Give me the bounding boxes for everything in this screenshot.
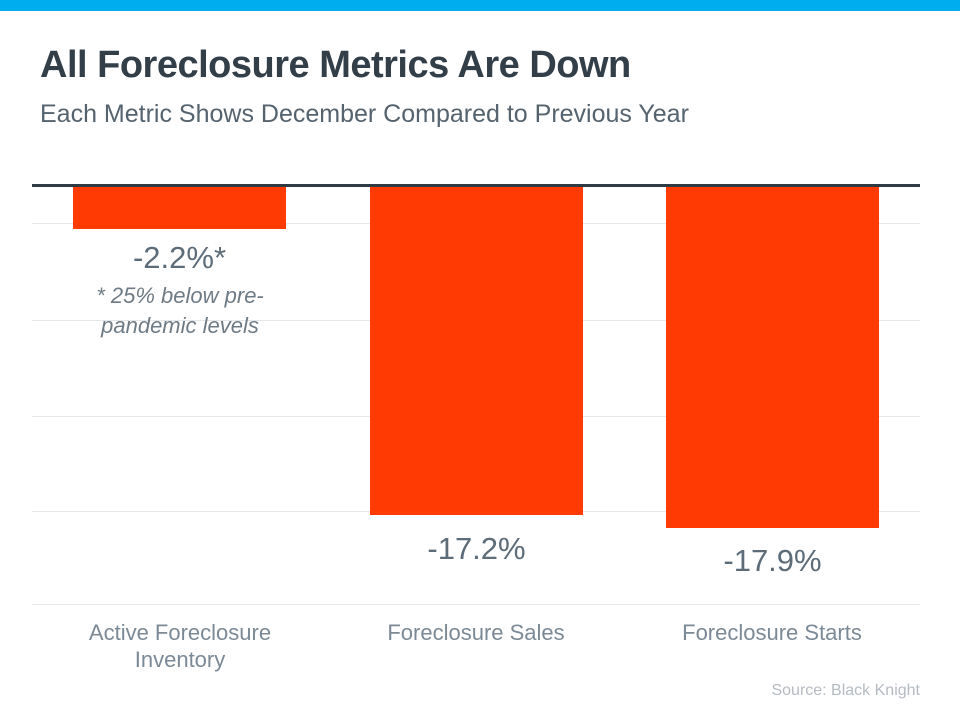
top-accent-bar [0,0,960,11]
annotation-pre-pandemic-note: * 25% below pre-pandemic levels [96,283,264,338]
bar-active-foreclosure-inventory [73,187,286,229]
value-label-foreclosure-sales: -17.2% [427,531,526,566]
gridline [32,604,920,605]
bar-foreclosure-sales [370,187,583,515]
value-label-active-foreclosure-inventory: -2.2%* [132,240,227,275]
page-subtitle: Each Metric Shows December Compared to P… [40,100,689,128]
source-attribution: Source: Black Knight [771,682,920,699]
category-label-active-foreclosure-inventory: Active Foreclosure Inventory [88,620,272,672]
page-title: All Foreclosure Metrics Are Down [40,44,631,86]
category-label-foreclosure-starts: Foreclosure Starts [682,620,862,645]
bar-foreclosure-starts [666,187,879,528]
zero-axis-line [32,184,920,187]
value-label-foreclosure-starts: -17.9% [723,543,822,578]
category-label-foreclosure-sales: Foreclosure Sales [387,620,565,645]
